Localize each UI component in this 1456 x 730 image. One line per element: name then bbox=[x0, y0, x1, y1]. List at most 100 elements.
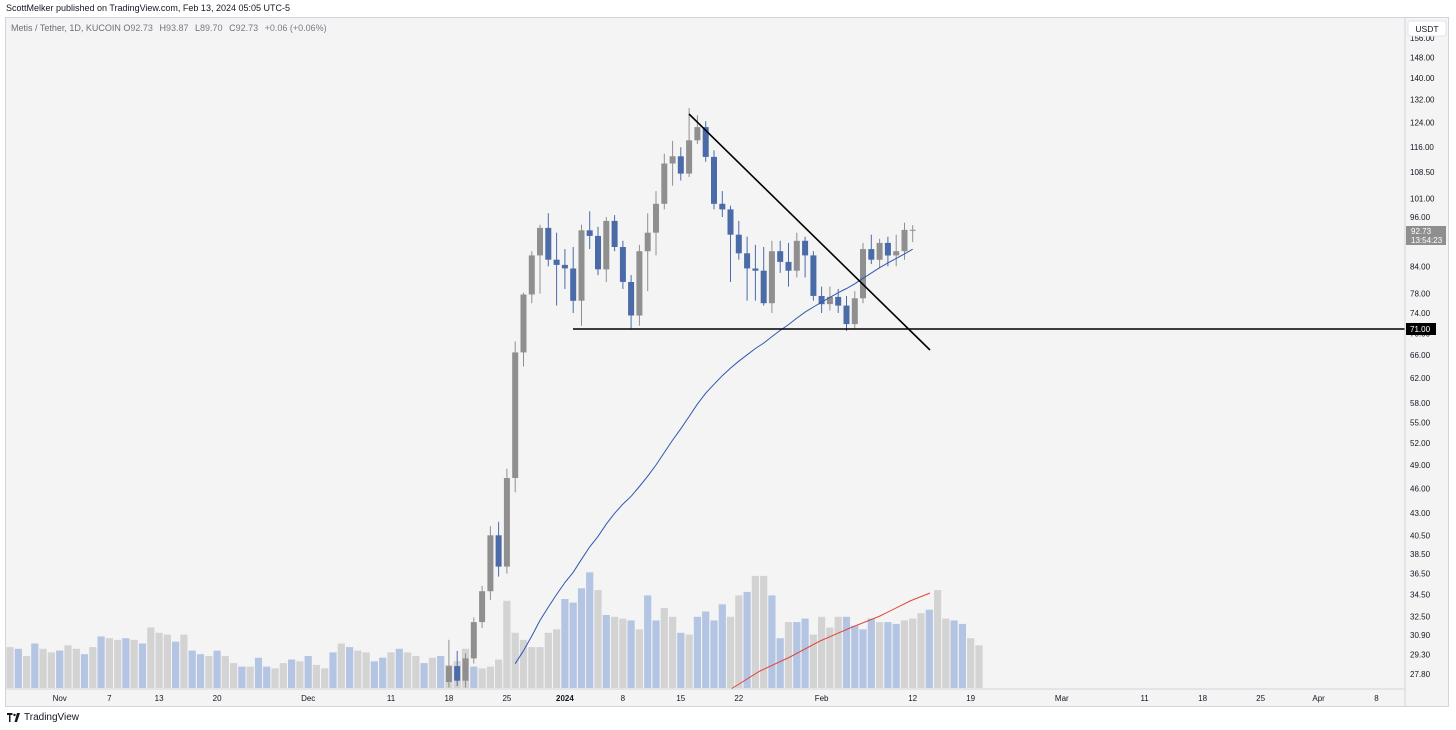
candle[interactable] bbox=[810, 251, 817, 301]
candle[interactable] bbox=[619, 240, 626, 289]
volume-bar bbox=[967, 638, 975, 688]
candle[interactable] bbox=[479, 585, 486, 628]
candle-body bbox=[595, 235, 601, 270]
time-tick-label: 25 bbox=[1256, 694, 1265, 703]
candle[interactable] bbox=[636, 244, 643, 326]
candle[interactable] bbox=[503, 468, 510, 574]
candle-body bbox=[669, 156, 676, 164]
candle[interactable] bbox=[785, 242, 792, 287]
candle[interactable] bbox=[445, 639, 452, 688]
candle[interactable] bbox=[578, 224, 585, 326]
volume-bar bbox=[693, 616, 701, 688]
currency-label[interactable]: USDT bbox=[1407, 20, 1447, 37]
candle[interactable] bbox=[768, 240, 775, 313]
candle[interactable] bbox=[644, 213, 651, 292]
volume-bar bbox=[925, 609, 933, 688]
price-tick-label: 40.50 bbox=[1410, 531, 1431, 540]
candle[interactable] bbox=[661, 153, 668, 210]
time-tick-label: 15 bbox=[676, 694, 685, 703]
candle[interactable] bbox=[826, 286, 833, 311]
footer-brand[interactable]: TradingView bbox=[7, 712, 79, 723]
volume-bar bbox=[685, 634, 693, 688]
candle[interactable] bbox=[462, 653, 469, 688]
volume-bar bbox=[942, 618, 950, 688]
price-tick-label: 108.50 bbox=[1410, 168, 1435, 177]
candle[interactable] bbox=[719, 191, 726, 217]
candle-body bbox=[802, 240, 809, 256]
candle[interactable] bbox=[611, 215, 618, 252]
volume-bar bbox=[72, 648, 80, 688]
candle[interactable] bbox=[711, 150, 717, 210]
candles bbox=[445, 108, 916, 688]
candle[interactable] bbox=[735, 220, 742, 260]
volume-bar bbox=[205, 656, 213, 688]
candle[interactable] bbox=[528, 251, 535, 304]
candle-body bbox=[611, 220, 618, 247]
candle[interactable] bbox=[686, 108, 693, 177]
candle[interactable] bbox=[653, 191, 659, 256]
candle[interactable] bbox=[628, 275, 635, 329]
price-tick-label: 84.00 bbox=[1410, 262, 1431, 271]
candle[interactable] bbox=[909, 225, 916, 243]
candle-body bbox=[512, 352, 519, 478]
candle[interactable] bbox=[851, 291, 858, 329]
candle[interactable] bbox=[545, 213, 552, 267]
countdown-text: 13:54:23 bbox=[1411, 236, 1443, 245]
candle[interactable] bbox=[561, 249, 568, 289]
candle[interactable] bbox=[454, 650, 461, 687]
price-tick-label: 140.00 bbox=[1410, 74, 1435, 83]
candle[interactable] bbox=[884, 236, 891, 267]
candle[interactable] bbox=[744, 236, 751, 301]
candle[interactable] bbox=[553, 232, 560, 306]
candle[interactable] bbox=[727, 205, 734, 282]
time-tick-label: 18 bbox=[444, 694, 453, 703]
candle[interactable] bbox=[586, 211, 593, 250]
candle-body bbox=[454, 666, 461, 681]
candle[interactable] bbox=[669, 140, 676, 186]
volume-bar bbox=[420, 663, 428, 688]
candle-body bbox=[727, 209, 734, 235]
price-tick-label: 132.00 bbox=[1410, 96, 1435, 105]
candle[interactable] bbox=[876, 238, 883, 269]
candle[interactable] bbox=[893, 234, 900, 267]
candle[interactable] bbox=[777, 240, 784, 273]
candle[interactable] bbox=[677, 147, 684, 181]
price-tick-label: 49.00 bbox=[1410, 461, 1431, 470]
volume-bar bbox=[867, 618, 875, 688]
candle[interactable] bbox=[860, 242, 866, 304]
candle[interactable] bbox=[512, 341, 519, 493]
candle-body bbox=[561, 264, 568, 269]
candle[interactable] bbox=[495, 521, 502, 577]
candle[interactable] bbox=[818, 286, 825, 313]
candle[interactable] bbox=[802, 236, 809, 278]
price-tick-label: 78.00 bbox=[1410, 290, 1431, 299]
candle[interactable] bbox=[470, 617, 477, 664]
volume-bar bbox=[321, 668, 329, 688]
time-tick-label: Apr bbox=[1312, 694, 1325, 703]
candle[interactable] bbox=[694, 115, 701, 145]
candle[interactable] bbox=[702, 121, 709, 162]
candle-body bbox=[619, 247, 626, 282]
candle[interactable] bbox=[487, 526, 494, 600]
candle[interactable] bbox=[595, 226, 601, 276]
time-tick-label: Dec bbox=[301, 694, 315, 703]
currency-text: USDT bbox=[1415, 24, 1438, 34]
volume-bar bbox=[196, 654, 205, 688]
candle[interactable] bbox=[537, 224, 543, 294]
candle-body bbox=[826, 296, 833, 305]
candle[interactable] bbox=[793, 232, 800, 278]
volume-bar bbox=[735, 595, 743, 688]
candle[interactable] bbox=[570, 247, 577, 313]
candle[interactable] bbox=[868, 234, 875, 265]
candle[interactable] bbox=[843, 296, 850, 331]
chart-frame[interactable] bbox=[5, 17, 1449, 707]
candle[interactable] bbox=[752, 244, 759, 301]
volume-bar bbox=[950, 620, 958, 688]
candle[interactable] bbox=[603, 217, 610, 282]
candle[interactable] bbox=[760, 247, 767, 306]
candle[interactable] bbox=[520, 292, 527, 367]
volume-bar bbox=[138, 643, 147, 688]
volume-bar bbox=[370, 661, 378, 688]
open-value: 92.73 bbox=[130, 23, 153, 33]
